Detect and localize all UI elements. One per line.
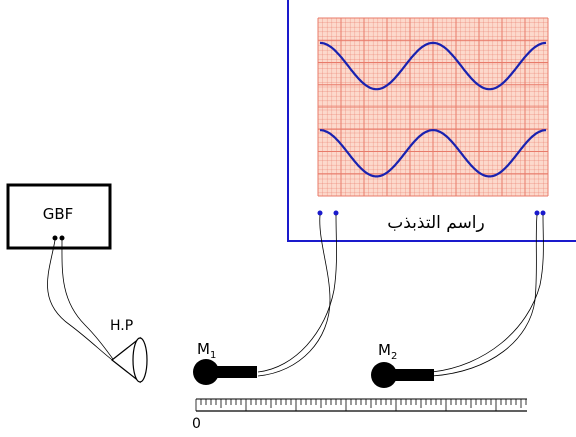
- oscilloscope-input-ch1: [317, 210, 339, 216]
- microphone-icon: [193, 359, 257, 385]
- microphone-1-cable: [257, 214, 337, 377]
- microphone-1-label: M1: [197, 340, 216, 361]
- oscilloscope-trace-2: [319, 128, 547, 178]
- generator-box: [6, 183, 112, 250]
- oscilloscope-screen: [317, 17, 549, 197]
- generator-terminal: [52, 235, 58, 241]
- microphone-2-label: M2: [378, 341, 397, 362]
- oscilloscope-trace-1: [319, 41, 547, 91]
- loudspeaker-icon: [111, 336, 148, 384]
- speaker-label: H.P: [110, 318, 133, 334]
- generator-terminal: [59, 235, 65, 241]
- ruler-origin-label: 0: [192, 416, 201, 432]
- generator-label: GBF: [43, 205, 74, 223]
- generator-cable: [47, 239, 116, 363]
- oscilloscope-input-ch2: [534, 210, 546, 216]
- microphone-2-cable: [431, 214, 544, 377]
- microphone-icon: [371, 362, 434, 388]
- ruler-icon: [195, 398, 527, 412]
- oscilloscope-label: راسم التذبذب: [387, 213, 485, 233]
